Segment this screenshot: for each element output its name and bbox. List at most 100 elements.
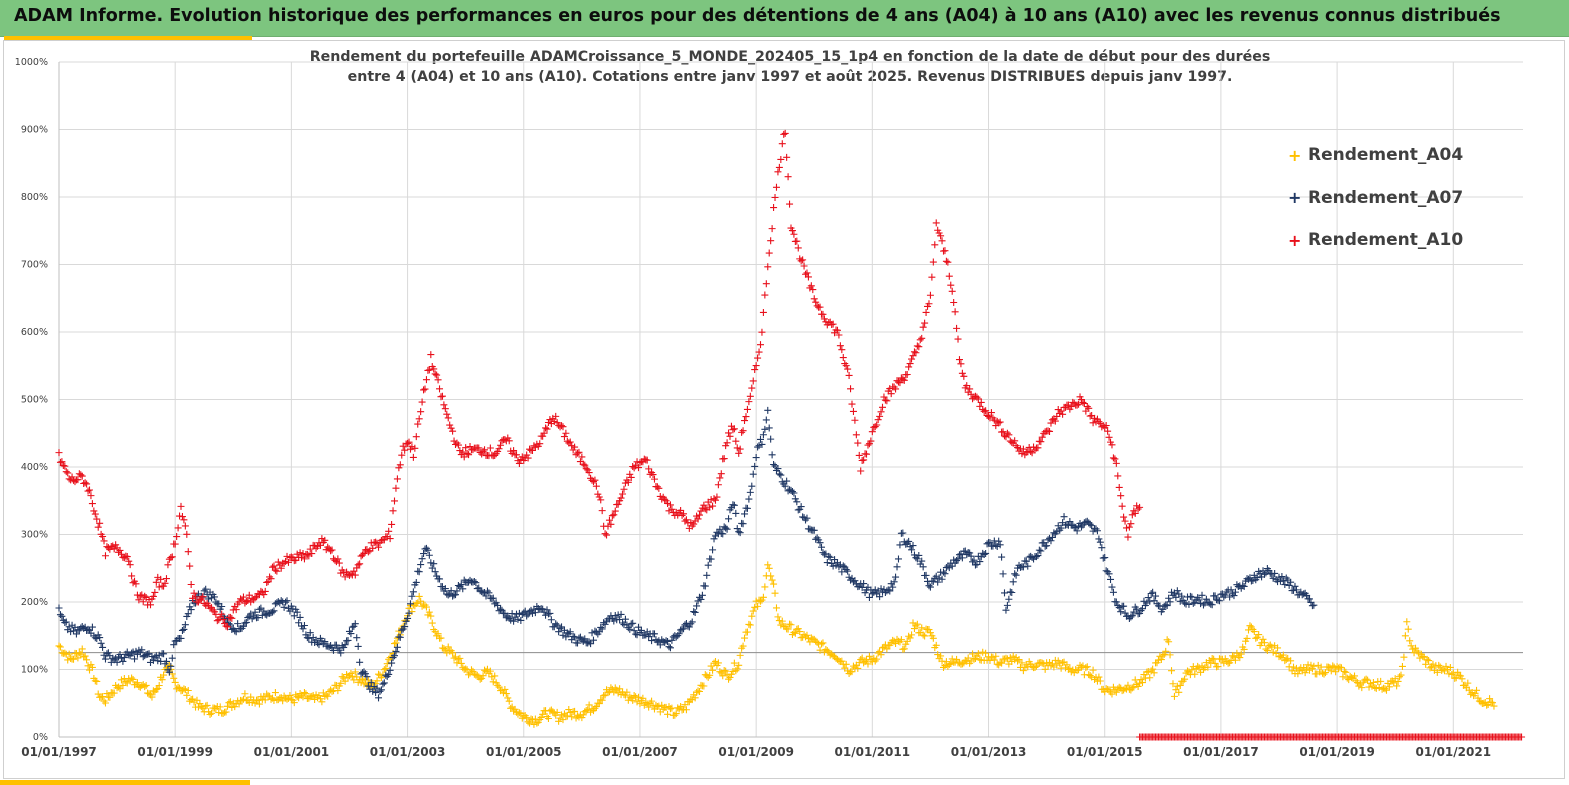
data-point <box>112 541 120 549</box>
data-point <box>459 664 467 672</box>
data-point <box>1260 570 1268 578</box>
data-point <box>1367 679 1374 687</box>
data-point <box>810 295 818 303</box>
data-point <box>1269 648 1277 656</box>
data-point <box>482 592 490 600</box>
data-point <box>155 583 163 591</box>
data-point <box>364 548 372 556</box>
data-point <box>598 507 606 515</box>
data-point <box>823 559 831 567</box>
data-point <box>1005 595 1013 603</box>
data-point <box>788 488 796 496</box>
data-point <box>1053 528 1061 536</box>
data-point <box>280 603 288 611</box>
data-point <box>566 438 574 446</box>
data-point <box>425 366 433 374</box>
data-point <box>816 539 824 547</box>
data-point <box>1124 533 1132 541</box>
data-point <box>96 634 104 642</box>
data-point <box>232 606 240 614</box>
data-point <box>422 376 430 384</box>
data-point <box>556 714 564 722</box>
data-point <box>848 668 856 676</box>
data-point <box>860 456 868 464</box>
data-point <box>510 447 518 455</box>
data-point <box>444 643 452 651</box>
data-point <box>395 627 403 635</box>
data-point <box>677 626 685 634</box>
data-point <box>1054 406 1062 414</box>
data-point <box>145 690 153 698</box>
data-point <box>1041 542 1049 550</box>
data-point <box>379 680 387 688</box>
data-point <box>348 623 356 631</box>
data-point <box>1136 679 1144 687</box>
data-point <box>122 678 130 686</box>
data-point <box>431 370 439 378</box>
data-point <box>1028 553 1036 561</box>
data-point <box>485 589 493 597</box>
data-point <box>1105 570 1113 578</box>
data-point <box>906 360 914 368</box>
data-point <box>472 579 480 587</box>
data-point <box>1082 518 1090 526</box>
data-point <box>208 709 215 717</box>
data-point <box>158 676 166 684</box>
data-point <box>710 495 718 503</box>
data-point <box>1101 554 1109 562</box>
data-point <box>1290 663 1298 671</box>
data-point <box>1316 668 1324 676</box>
data-point <box>804 273 812 281</box>
data-point <box>452 591 459 599</box>
data-point <box>926 583 934 591</box>
data-point <box>582 707 590 715</box>
data-point <box>645 703 653 711</box>
data-point <box>791 495 799 503</box>
data-point <box>523 714 531 722</box>
data-point <box>562 633 570 641</box>
data-point <box>486 444 494 452</box>
data-point <box>666 501 674 509</box>
data-point <box>992 652 1000 660</box>
data-point <box>1120 602 1128 610</box>
data-point <box>1231 656 1239 664</box>
data-point <box>84 662 92 670</box>
data-point <box>1188 593 1196 601</box>
data-point <box>517 616 525 624</box>
data-point <box>141 683 149 691</box>
data-point <box>266 573 274 581</box>
data-point <box>674 704 682 712</box>
data-point <box>1445 670 1453 678</box>
data-point <box>116 685 124 693</box>
data-point <box>223 702 231 710</box>
data-point <box>1300 664 1308 672</box>
data-point <box>955 356 963 364</box>
data-point <box>135 596 143 604</box>
data-point <box>242 597 250 605</box>
data-point <box>745 620 753 628</box>
data-point <box>449 427 457 435</box>
data-point <box>239 593 247 601</box>
data-point <box>877 651 885 659</box>
data-point <box>748 384 756 392</box>
data-point <box>568 442 576 450</box>
data-point <box>475 444 483 452</box>
data-point <box>1279 651 1287 659</box>
data-point <box>1165 594 1173 602</box>
data-point <box>579 460 587 468</box>
data-point <box>1409 645 1417 653</box>
data-point <box>858 654 866 662</box>
data-point <box>913 342 921 350</box>
data-point <box>974 650 982 658</box>
data-point <box>1230 592 1238 600</box>
data-point <box>1342 668 1350 676</box>
data-point <box>155 681 163 689</box>
data-point <box>91 677 99 685</box>
data-point <box>335 559 343 567</box>
data-point <box>1064 401 1072 409</box>
data-point <box>690 608 698 616</box>
data-point <box>738 428 746 436</box>
data-point <box>637 626 645 634</box>
data-point <box>890 578 898 586</box>
data-point <box>1144 594 1152 602</box>
